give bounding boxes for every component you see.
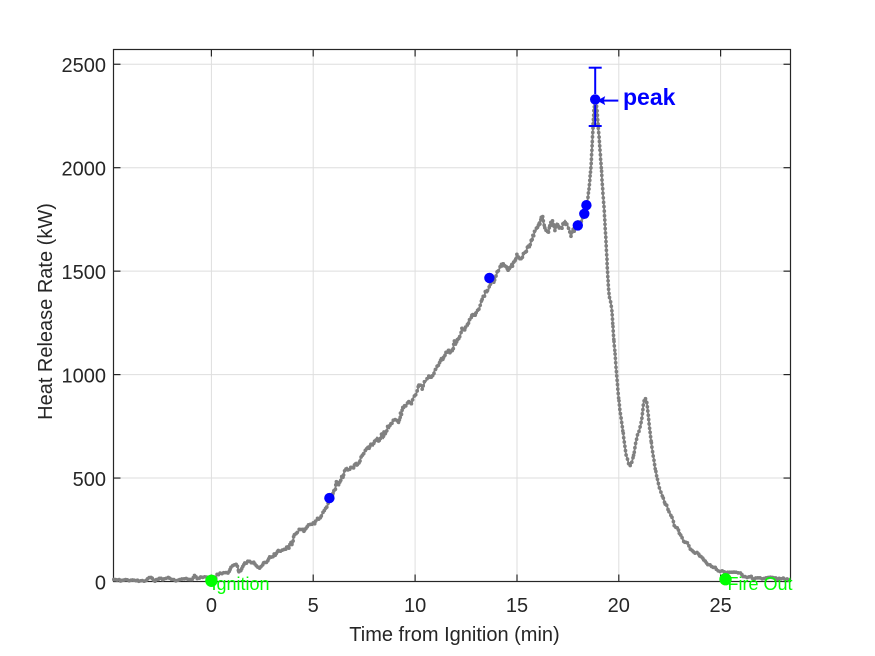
svg-text:peak: peak (623, 84, 676, 110)
svg-text:5: 5 (308, 595, 319, 617)
svg-text:1500: 1500 (62, 262, 107, 284)
svg-text:Fire Out: Fire Out (728, 574, 793, 594)
svg-text:10: 10 (404, 595, 426, 617)
svg-text:Heat Release Rate (kW): Heat Release Rate (kW) (35, 203, 57, 420)
svg-text:500: 500 (73, 469, 106, 491)
svg-text:Time from Ignition (min): Time from Ignition (min) (349, 624, 559, 646)
svg-text:0: 0 (206, 595, 217, 617)
svg-text:15: 15 (506, 595, 528, 617)
svg-text:1000: 1000 (62, 366, 107, 388)
svg-text:20: 20 (608, 595, 630, 617)
svg-text:Ignition: Ignition (212, 574, 270, 594)
svg-text:0: 0 (95, 573, 106, 595)
svg-text:25: 25 (709, 595, 731, 617)
svg-text:2500: 2500 (62, 55, 107, 77)
svg-text:2000: 2000 (62, 159, 107, 181)
